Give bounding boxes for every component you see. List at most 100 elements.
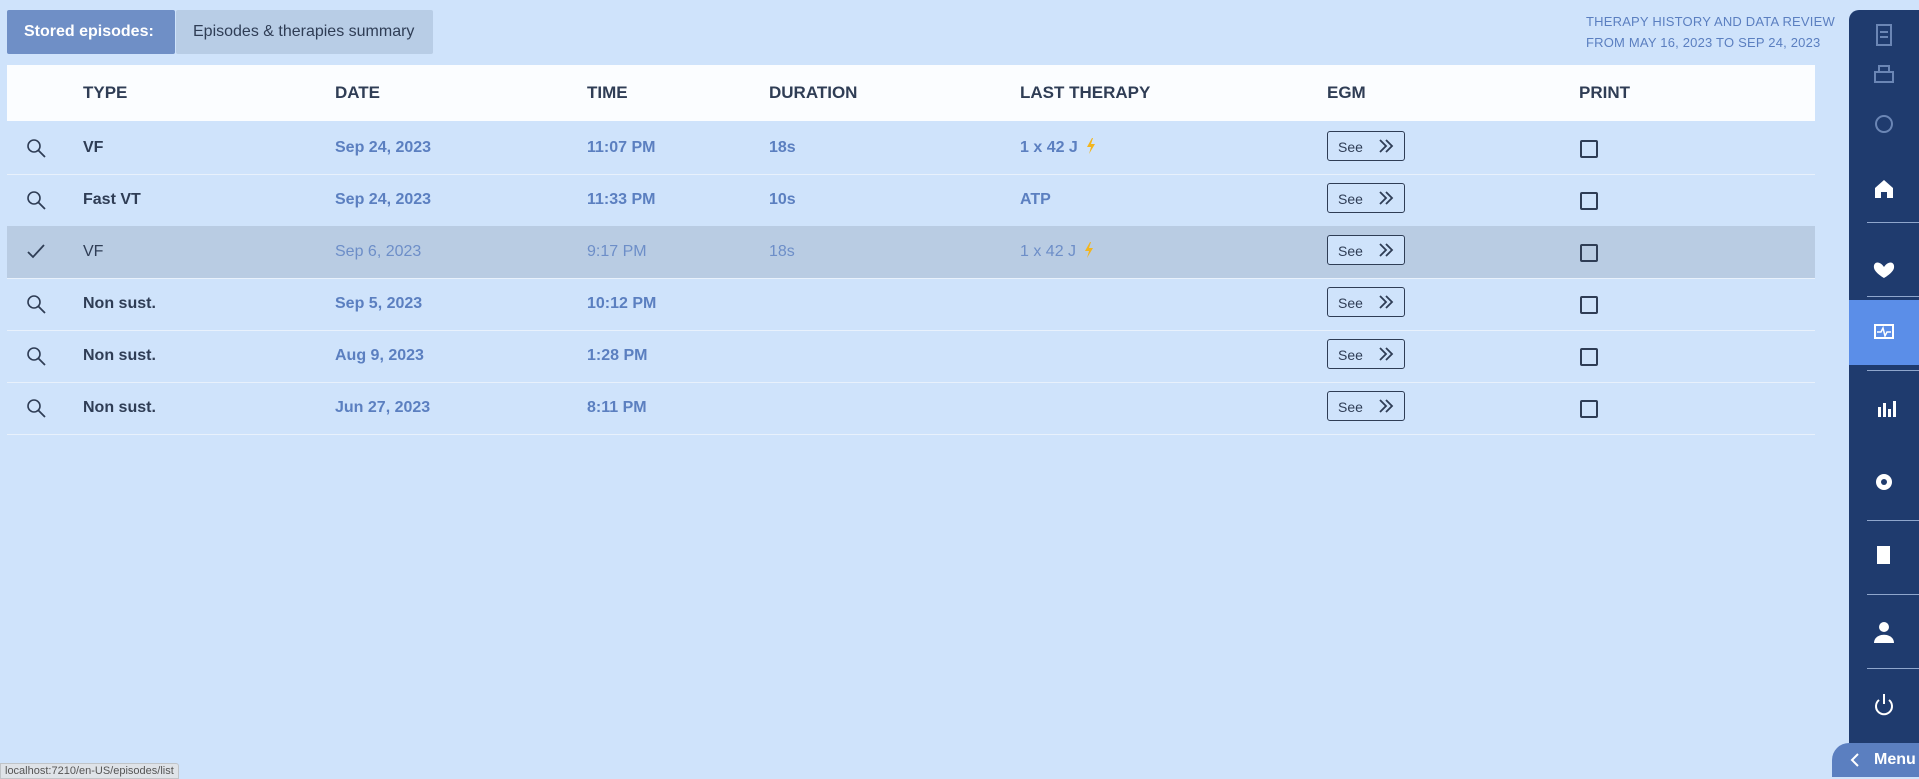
see-label: See xyxy=(1338,347,1363,363)
episode-row[interactable]: Fast VT Sep 24, 2023 11:33 PM 10s ATP See xyxy=(7,174,1815,227)
menu-button[interactable]: Menu xyxy=(1832,743,1919,777)
episode-row[interactable]: Non sust. Jun 27, 2023 8:11 PM See xyxy=(7,382,1815,435)
column-header: DURATION xyxy=(769,83,858,102)
type-text: Fast VT xyxy=(83,191,141,208)
time-text: 9:17 PM xyxy=(587,243,647,260)
episode-row[interactable]: Non sust. Sep 5, 2023 10:12 PM See xyxy=(7,278,1815,331)
time: 11:07 PM xyxy=(587,122,655,174)
see-label: See xyxy=(1338,139,1363,155)
episode-row[interactable]: Non sust. Aug 9, 2023 1:28 PM See xyxy=(7,330,1815,383)
separator xyxy=(1867,594,1919,595)
search-icon[interactable] xyxy=(25,345,47,372)
see-label: See xyxy=(1338,399,1363,415)
last-therapy-text: 1 x 42 J xyxy=(1020,243,1077,260)
separator xyxy=(1867,296,1919,297)
column-header: TIME xyxy=(587,83,628,102)
type-text: VF xyxy=(83,139,104,156)
column-header: LAST THERAPY xyxy=(1020,83,1151,102)
shock-icon xyxy=(1084,242,1094,260)
sidebar xyxy=(1849,10,1919,777)
column-header: EGM xyxy=(1327,83,1366,102)
last-therapy: 1 x 42 J xyxy=(1020,226,1094,278)
type-text: VF xyxy=(83,243,104,260)
date-text: Sep 24, 2023 xyxy=(335,191,432,208)
type-text: Non sust. xyxy=(83,295,156,312)
print-checkbox[interactable] xyxy=(1580,192,1598,210)
date-text: Sep 5, 2023 xyxy=(335,295,423,312)
type: VF xyxy=(83,226,103,278)
time: 10:12 PM xyxy=(587,278,656,330)
see-button[interactable]: See xyxy=(1327,391,1405,421)
time-text: 8:11 PM xyxy=(587,399,647,416)
last-therapy-text: 1 x 42 J xyxy=(1020,139,1078,156)
duration-text: 18s xyxy=(769,243,795,260)
time-text: 10:12 PM xyxy=(587,295,657,312)
shock-icon xyxy=(1086,138,1096,156)
search-icon[interactable] xyxy=(25,397,47,424)
separator xyxy=(1867,668,1919,669)
time: 8:11 PM xyxy=(587,382,647,434)
menu-label: Menu xyxy=(1874,751,1916,768)
date-text: Sep 6, 2023 xyxy=(335,243,422,260)
type: Non sust. xyxy=(83,382,156,434)
date: Jun 27, 2023 xyxy=(335,382,430,434)
date-text: Jun 27, 2023 xyxy=(335,399,431,416)
see-label: See xyxy=(1338,191,1363,207)
date: Aug 9, 2023 xyxy=(335,330,424,382)
time-text: 1:28 PM xyxy=(587,347,648,364)
print-checkbox[interactable] xyxy=(1580,348,1598,366)
duration-text: 18s xyxy=(769,139,796,156)
date: Sep 24, 2023 xyxy=(335,174,431,226)
search-icon[interactable] xyxy=(25,137,47,164)
type-text: Non sust. xyxy=(83,399,156,416)
date: Sep 24, 2023 xyxy=(335,122,431,174)
range-title: THERAPY HISTORY AND DATA REVIEW xyxy=(1586,14,1835,29)
see-button[interactable]: See xyxy=(1327,339,1405,369)
type: Non sust. xyxy=(83,330,156,382)
column-header: TYPE xyxy=(83,83,128,102)
type: Non sust. xyxy=(83,278,156,330)
sidebar-icons xyxy=(1873,24,1896,716)
type: Fast VT xyxy=(83,174,141,226)
tab[interactable]: Episodes & therapies summary xyxy=(176,10,433,54)
search-icon[interactable] xyxy=(25,189,47,216)
last-therapy: 1 x 42 J xyxy=(1020,122,1096,174)
see-button[interactable]: See xyxy=(1327,287,1405,317)
time: 1:28 PM xyxy=(587,330,647,382)
print-checkbox[interactable] xyxy=(1580,140,1598,158)
duration: 18s xyxy=(769,226,795,278)
chevron xyxy=(1850,753,1859,767)
type: VF xyxy=(83,122,103,174)
time-text: 11:33 PM xyxy=(587,191,656,208)
last-therapy-text: ATP xyxy=(1020,191,1051,208)
last-therapy: ATP xyxy=(1020,174,1051,226)
duration: 18s xyxy=(769,122,796,174)
range-period: FROM MAY 16, 2023 TO SEP 24, 2023 xyxy=(1586,35,1821,50)
time: 9:17 PM xyxy=(587,226,647,278)
see-button[interactable]: See xyxy=(1327,183,1405,213)
time: 11:33 PM xyxy=(587,174,655,226)
tab[interactable]: Stored episodes: 6 xyxy=(7,10,175,84)
see-button[interactable]: See xyxy=(1327,131,1405,161)
episode-row[interactable]: VF Sep 6, 2023 9:17 PM 18s 1 x 42 J See xyxy=(7,226,1815,279)
date: Sep 5, 2023 xyxy=(335,278,422,330)
duration: 10s xyxy=(769,174,796,226)
print-checkbox[interactable] xyxy=(1580,400,1598,418)
see-label: See xyxy=(1338,295,1363,311)
date-text: Sep 24, 2023 xyxy=(335,139,432,156)
type-text: Non sust. xyxy=(83,347,156,364)
duration-text: 10s xyxy=(769,191,796,208)
episode-row[interactable]: VF Sep 24, 2023 11:07 PM 18s 1 x 42 J See xyxy=(7,122,1815,175)
see-button[interactable]: See xyxy=(1327,235,1405,265)
print-checkbox[interactable] xyxy=(1580,296,1598,314)
print-checkbox[interactable] xyxy=(1580,244,1598,262)
check-icon[interactable] xyxy=(25,241,47,268)
separator xyxy=(1867,222,1919,223)
see-label: See xyxy=(1338,243,1363,259)
search-icon[interactable] xyxy=(25,293,47,320)
separator xyxy=(1867,520,1919,521)
date-text: Aug 9, 2023 xyxy=(335,347,424,364)
table-header: TYPE DATE TIME DURATION LAST THERAPY EGM PRINT xyxy=(7,65,1815,121)
